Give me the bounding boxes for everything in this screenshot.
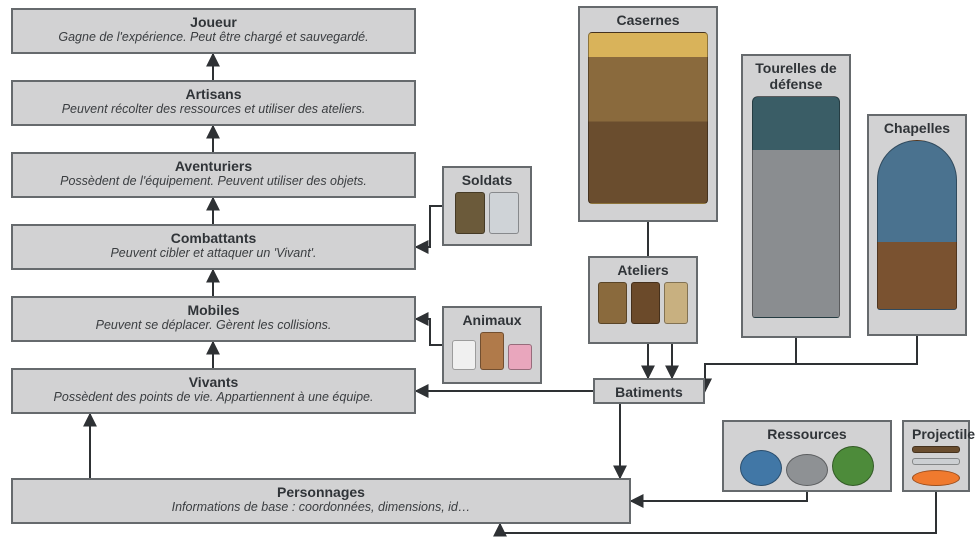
deer-icon (480, 332, 504, 370)
node-batiments: Batiments (593, 378, 705, 404)
node-title: Casernes (588, 12, 708, 28)
node-illustration (751, 96, 841, 318)
node-illustration (588, 32, 708, 204)
node-ressources: Ressources (722, 420, 892, 492)
edge-chapelles-to-batiments (705, 336, 917, 391)
node-title: Personnages (21, 484, 621, 500)
node-combattants: CombattantsPeuvent cibler et attaquer un… (11, 224, 416, 270)
node-personnages: PersonnagesInformations de base : coordo… (11, 478, 631, 524)
node-aventuriers: AventuriersPossèdent de l'équipement. Pe… (11, 152, 416, 198)
node-desc: Peuvent cibler et attaquer un 'Vivant'. (21, 246, 406, 262)
node-illustration (912, 446, 960, 486)
node-chapelles: Chapelles (867, 114, 967, 336)
node-title: Batiments (603, 384, 695, 400)
node-title: Animaux (452, 312, 532, 328)
bolt-icon (912, 458, 960, 465)
shelves-icon (631, 282, 660, 324)
node-illustration (452, 192, 522, 234)
forge-icon (598, 282, 627, 324)
node-title: Joueur (21, 14, 406, 30)
node-desc: Possèdent de l'équipement. Peuvent utili… (21, 174, 406, 190)
bush-blue-icon (740, 450, 782, 486)
node-title: Projectiles (912, 426, 960, 442)
node-illustration (452, 332, 532, 370)
node-title: Mobiles (21, 302, 406, 318)
rock-icon (786, 454, 828, 486)
barracks-icon (588, 32, 708, 204)
mannequin-icon (664, 282, 688, 324)
node-casernes: Casernes (578, 6, 718, 222)
node-title: Combattants (21, 230, 406, 246)
edge-tourelles-to-batiments (705, 338, 796, 391)
node-desc: Peuvent se déplacer. Gèrent les collisio… (21, 318, 406, 334)
pig-icon (508, 344, 532, 370)
edge-soldats-to-combattants (416, 206, 442, 247)
node-illustration (877, 140, 957, 310)
soldier-b-icon (489, 192, 519, 234)
node-title: Tourelles de défense (751, 60, 841, 92)
node-mobiles: MobilesPeuvent se déplacer. Gèrent les c… (11, 296, 416, 342)
node-projectiles: Projectiles (902, 420, 970, 492)
sheep-icon (452, 340, 476, 370)
chapel-icon (877, 140, 957, 310)
node-title: Vivants (21, 374, 406, 390)
edge-ressources-to-personnages (631, 492, 807, 501)
node-illustration (732, 446, 882, 486)
node-tourelles: Tourelles de défense (741, 54, 851, 338)
node-title: Aventuriers (21, 158, 406, 174)
soldier-a-icon (455, 192, 485, 234)
node-desc: Gagne de l'expérience. Peut être chargé … (21, 30, 406, 46)
node-ateliers: Ateliers (588, 256, 698, 344)
node-desc: Possèdent des points de vie. Appartienne… (21, 390, 406, 406)
edge-animaux-to-mobiles (416, 319, 442, 345)
node-joueur: JoueurGagne de l'expérience. Peut être c… (11, 8, 416, 54)
tower-icon (752, 96, 840, 318)
node-title: Soldats (452, 172, 522, 188)
node-title: Chapelles (877, 120, 957, 136)
fireball-icon (912, 470, 960, 486)
node-artisans: ArtisansPeuvent récolter des ressources … (11, 80, 416, 126)
node-title: Artisans (21, 86, 406, 102)
node-title: Ateliers (598, 262, 688, 278)
node-illustration (598, 282, 688, 324)
node-desc: Peuvent récolter des ressources et utili… (21, 102, 406, 118)
node-soldats: Soldats (442, 166, 532, 246)
tree-icon (832, 446, 874, 486)
node-title: Ressources (732, 426, 882, 442)
node-desc: Informations de base : coordonnées, dime… (21, 500, 621, 516)
node-animaux: Animaux (442, 306, 542, 384)
node-vivants: VivantsPossèdent des points de vie. Appa… (11, 368, 416, 414)
arrow-icon (912, 446, 960, 453)
